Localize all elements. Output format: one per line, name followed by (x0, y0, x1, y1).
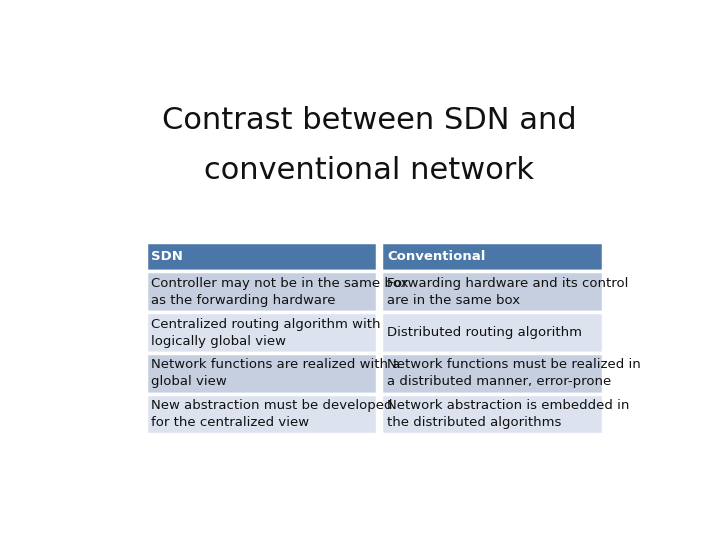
FancyBboxPatch shape (382, 312, 603, 353)
Text: conventional network: conventional network (204, 156, 534, 185)
FancyBboxPatch shape (382, 272, 603, 312)
FancyBboxPatch shape (145, 394, 377, 435)
Text: Network functions are realized with a
global view: Network functions are realized with a gl… (151, 359, 401, 388)
FancyBboxPatch shape (145, 241, 377, 272)
Text: Distributed routing algorithm: Distributed routing algorithm (387, 326, 582, 339)
FancyBboxPatch shape (145, 353, 377, 394)
FancyBboxPatch shape (382, 241, 603, 272)
Text: New abstraction must be developed
for the centralized view: New abstraction must be developed for th… (151, 399, 393, 429)
Text: Contrast between SDN and: Contrast between SDN and (162, 106, 576, 136)
FancyBboxPatch shape (145, 272, 377, 312)
FancyBboxPatch shape (382, 394, 603, 435)
Text: Controller may not be in the same box
as the forwarding hardware: Controller may not be in the same box as… (151, 277, 409, 307)
FancyBboxPatch shape (145, 312, 377, 353)
Text: Conventional: Conventional (387, 250, 485, 263)
Text: Network abstraction is embedded in
the distributed algorithms: Network abstraction is embedded in the d… (387, 399, 629, 429)
FancyBboxPatch shape (382, 353, 603, 394)
Text: SDN: SDN (151, 250, 184, 263)
Text: Centralized routing algorithm with
logically global view: Centralized routing algorithm with logic… (151, 318, 381, 348)
Text: Forwarding hardware and its control
are in the same box: Forwarding hardware and its control are … (387, 277, 629, 307)
Text: Network functions must be realized in
a distributed manner, error-prone: Network functions must be realized in a … (387, 359, 641, 388)
